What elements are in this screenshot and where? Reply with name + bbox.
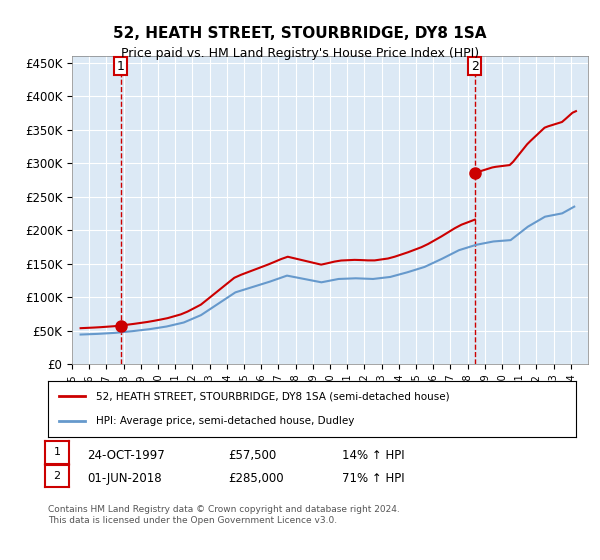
Text: 1: 1	[116, 59, 124, 73]
Text: 52, HEATH STREET, STOURBRIDGE, DY8 1SA: 52, HEATH STREET, STOURBRIDGE, DY8 1SA	[113, 26, 487, 41]
Text: 14% ↑ HPI: 14% ↑ HPI	[342, 449, 404, 462]
Text: 71% ↑ HPI: 71% ↑ HPI	[342, 472, 404, 486]
Text: £57,500: £57,500	[228, 449, 276, 462]
Text: Contains HM Land Registry data © Crown copyright and database right 2024.
This d: Contains HM Land Registry data © Crown c…	[48, 506, 400, 525]
Text: 2: 2	[471, 59, 479, 73]
Text: 24-OCT-1997: 24-OCT-1997	[87, 449, 165, 462]
Text: 52, HEATH STREET, STOURBRIDGE, DY8 1SA (semi-detached house): 52, HEATH STREET, STOURBRIDGE, DY8 1SA (…	[95, 391, 449, 402]
Text: 2: 2	[53, 471, 61, 481]
Text: £285,000: £285,000	[228, 472, 284, 486]
Text: Price paid vs. HM Land Registry's House Price Index (HPI): Price paid vs. HM Land Registry's House …	[121, 46, 479, 60]
Text: HPI: Average price, semi-detached house, Dudley: HPI: Average price, semi-detached house,…	[95, 416, 354, 426]
Text: 01-JUN-2018: 01-JUN-2018	[87, 472, 161, 486]
Text: 1: 1	[53, 447, 61, 458]
